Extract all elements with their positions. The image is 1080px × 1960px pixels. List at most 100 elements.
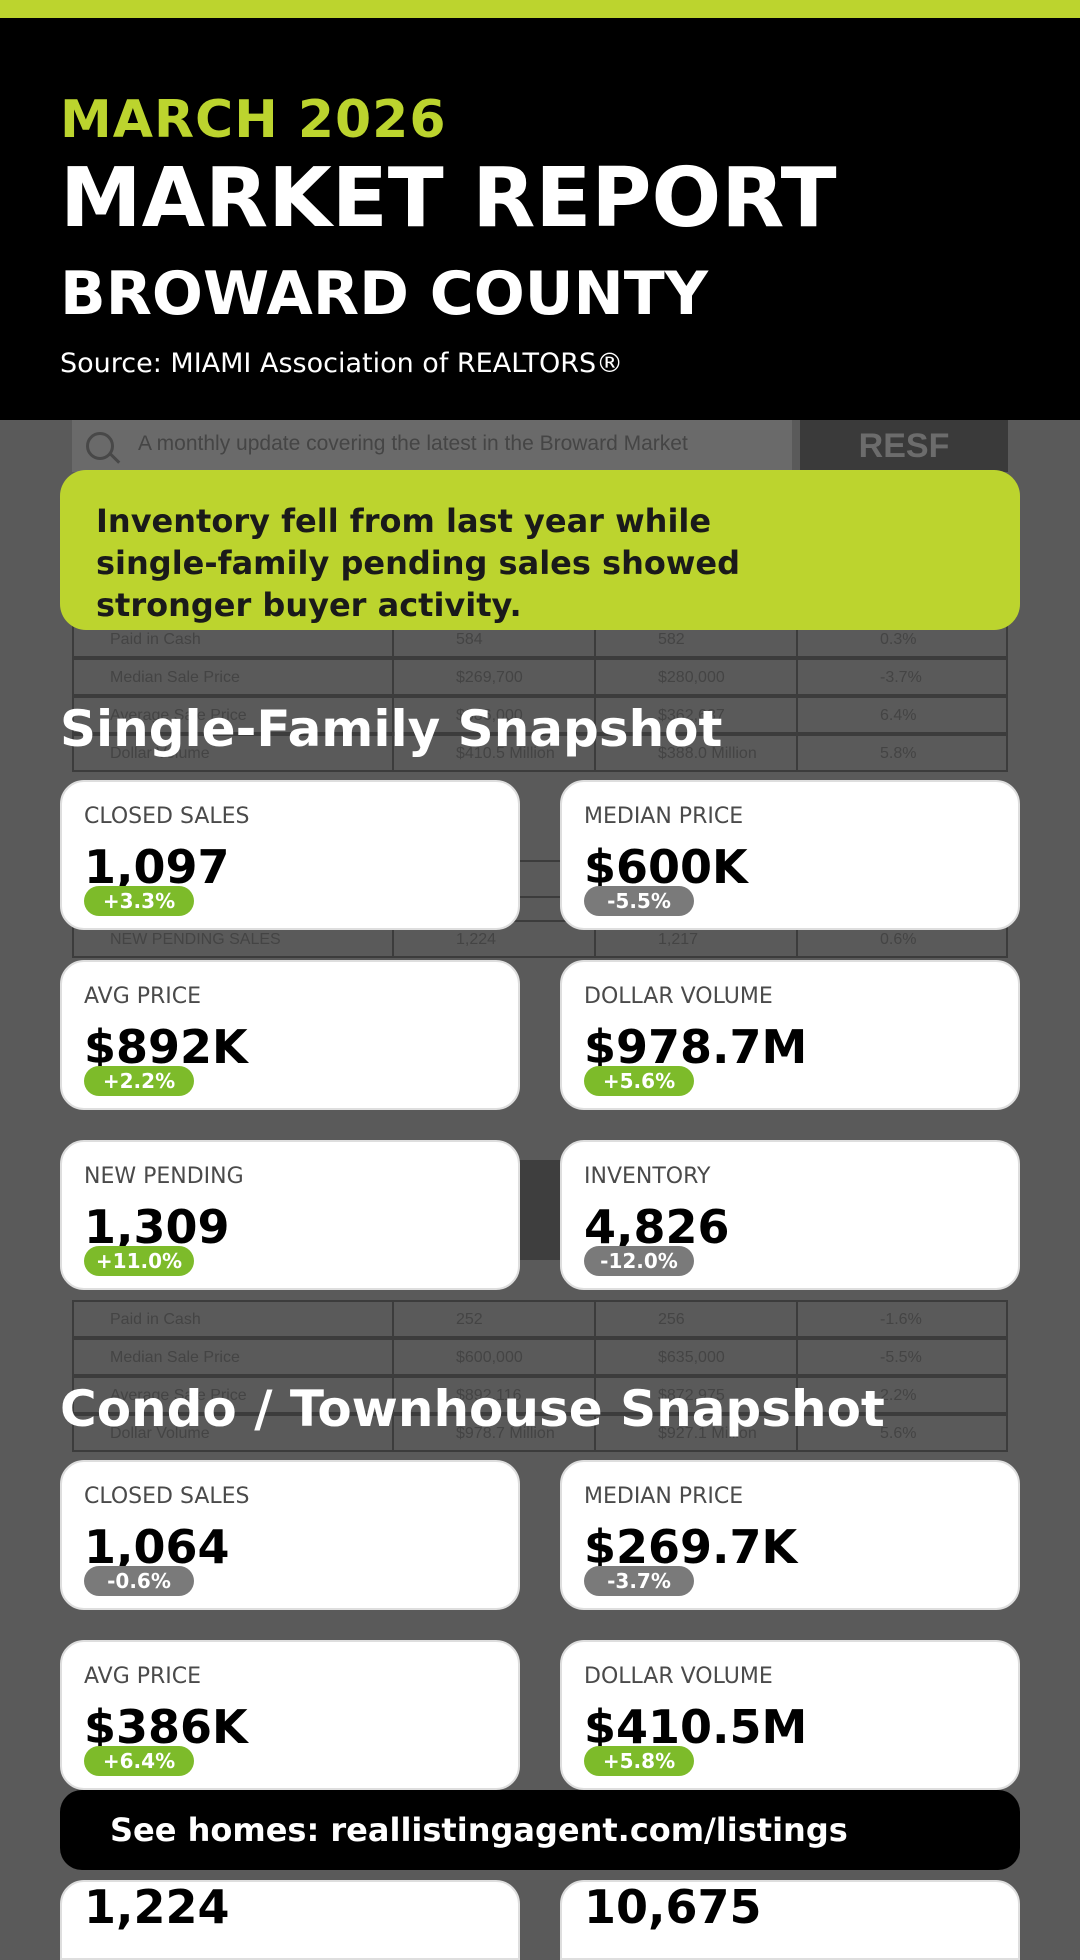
background-cell: Median Sale Price: [110, 669, 240, 686]
stat-card: AVG PRICE $892K +2.2%: [60, 960, 520, 1110]
stat-label: MEDIAN PRICE: [584, 804, 744, 829]
report-header: MARCH 2026 MARKET REPORT BROWARD COUNTY …: [0, 18, 1080, 420]
stat-value: $386K: [84, 1700, 248, 1754]
background-cell: $635,000: [658, 1349, 725, 1366]
background-cell: $362,637: [658, 707, 725, 724]
stat-value: 10,675: [584, 1880, 762, 1934]
background-cell: 1,217: [658, 931, 699, 948]
change-badge: -3.7%: [584, 1566, 694, 1596]
background-cell: $386,000: [456, 707, 523, 724]
stat-label: NEW PENDING: [84, 1164, 244, 1189]
background-cell: -5.5%: [880, 1349, 922, 1366]
stat-card: AVG PRICE $386K +6.4%: [60, 1640, 520, 1790]
stat-value: $600K: [584, 840, 748, 894]
change-badge: +5.8%: [584, 1746, 694, 1776]
background-cell: $872,975: [658, 1387, 725, 1404]
stat-value: 1,309: [84, 1200, 230, 1254]
stat-label: MEDIAN PRICE: [584, 1484, 744, 1509]
stat-card: CLOSED SALES 1,064 -0.6%: [60, 1460, 520, 1610]
change-badge: +3.3%: [84, 886, 194, 916]
stat-card: MEDIAN PRICE $600K -5.5%: [560, 780, 1020, 930]
stat-value: $892K: [84, 1020, 248, 1074]
background-cell: 582: [658, 631, 685, 648]
background-cell: NEW PENDING SALES: [110, 931, 281, 948]
stat-value: $978.7M: [584, 1020, 808, 1074]
background-cell: Paid in Cash: [110, 1311, 201, 1328]
stat-value: 1,064: [84, 1520, 230, 1574]
stat-value: $269.7K: [584, 1520, 798, 1574]
background-table-row: Dollar Volume $410.5 Million $388.0 Millio…: [72, 734, 1008, 772]
background-table-row: Paid in Cash 252 256 -1.6%: [72, 1300, 1008, 1338]
stat-card: NEW PENDING 1,309 +11.0%: [60, 1140, 520, 1290]
background-table-row: Dollar Volume $978.7 Million $927.1 Millio…: [72, 1414, 1008, 1452]
county-name: BROWARD COUNTY: [60, 259, 709, 329]
background-cell: $978.7 Million: [456, 1425, 555, 1442]
background-table-row: Median Sale Price $600,000 $635,000 -5.5%: [72, 1338, 1008, 1376]
background-cell: 5.8%: [880, 745, 917, 762]
change-badge: -12.0%: [584, 1246, 694, 1276]
stat-value: 1,224: [84, 1880, 230, 1934]
summary-text: Inventory fell from last year while sing…: [96, 502, 741, 624]
background-cell: 252: [456, 1311, 483, 1328]
background-table-row: Median Sale Price $269,700 $280,000 -3.7%: [72, 658, 1008, 696]
background-cell: 0.3%: [880, 631, 917, 648]
background-table-row: Average Sale Price $386,000 $362,637 6.4%: [72, 696, 1008, 734]
background-logo: RESF: [800, 420, 1008, 472]
background-cell: Average Sale Price: [110, 1387, 247, 1404]
report-month: MARCH 2026: [60, 90, 447, 150]
search-icon: [86, 432, 114, 460]
condo-inventory-card: 10,675: [560, 1880, 1020, 1960]
condo-new-pending-card: 1,224: [60, 1880, 520, 1960]
change-badge: +11.0%: [84, 1246, 194, 1276]
background-cell: $892,116: [456, 1387, 522, 1404]
background-cell: Average Sale Price: [110, 707, 247, 724]
background-cell: 1,224: [456, 931, 497, 948]
change-badge: +5.6%: [584, 1066, 694, 1096]
stat-value: 4,826: [584, 1200, 730, 1254]
change-badge: +6.4%: [84, 1746, 194, 1776]
background-cell: 2.2%: [880, 1387, 917, 1404]
stat-label: INVENTORY: [584, 1164, 711, 1189]
stat-label: DOLLAR VOLUME: [584, 984, 773, 1009]
data-source: Source: MIAMI Association of REALTORS®: [60, 348, 624, 379]
stat-label: AVG PRICE: [84, 1664, 202, 1689]
stat-label: CLOSED SALES: [84, 1484, 250, 1509]
stat-label: CLOSED SALES: [84, 804, 250, 829]
stat-label: DOLLAR VOLUME: [584, 1664, 773, 1689]
background-cell: Dollar Volume: [110, 1425, 210, 1442]
background-table-row: Average Sale Price $892,116 $872,975 2.2%: [72, 1376, 1008, 1414]
condo-heading: Condo / Townhouse Snapshot: [60, 1380, 885, 1438]
background-cell: 6.4%: [880, 707, 917, 724]
stat-card: CLOSED SALES 1,097 +3.3%: [60, 780, 520, 930]
stat-value: $410.5M: [584, 1700, 808, 1754]
listings-link[interactable]: See homes: reallistingagent.com/listings: [60, 1790, 1020, 1870]
background-cell: $269,700: [456, 669, 523, 686]
stat-card: DOLLAR VOLUME $978.7M +5.6%: [560, 960, 1020, 1110]
change-badge: -0.6%: [84, 1566, 194, 1596]
background-cell: 584: [456, 631, 483, 648]
change-badge: +2.2%: [84, 1066, 194, 1096]
background-cell: 0.6%: [880, 931, 917, 948]
background-search-text: A monthly update covering the latest in …: [138, 432, 688, 455]
change-badge: -5.5%: [584, 886, 694, 916]
background-search-bar: A monthly update covering the latest in …: [72, 420, 792, 472]
background-cell: -1.6%: [880, 1311, 922, 1328]
single-family-heading: Single-Family Snapshot: [60, 700, 723, 758]
background-cell: 5.6%: [880, 1425, 917, 1442]
stat-card: DOLLAR VOLUME $410.5M +5.8%: [560, 1640, 1020, 1790]
stat-value: 1,097: [84, 840, 230, 894]
background-cell: $388.0 Million: [658, 745, 757, 762]
background-cell: $410.5 Million: [456, 745, 555, 762]
background-cell: Paid in Cash: [110, 631, 201, 648]
stat-card: INVENTORY 4,826 -12.0%: [560, 1140, 1020, 1290]
background-cell: -3.7%: [880, 669, 922, 686]
background-cell: Dollar Volume: [110, 745, 210, 762]
background-cell: $600,000: [456, 1349, 523, 1366]
top-accent-bar: [0, 0, 1080, 18]
summary-callout: Inventory fell from last year while sing…: [60, 470, 1020, 630]
background-cell: Median Sale Price: [110, 1349, 240, 1366]
stat-label: AVG PRICE: [84, 984, 202, 1009]
report-title: MARKET REPORT: [60, 151, 837, 246]
background-table-row: NEW PENDING SALES 1,224 1,217 0.6%: [72, 920, 1008, 958]
stat-card: MEDIAN PRICE $269.7K -3.7%: [560, 1460, 1020, 1610]
